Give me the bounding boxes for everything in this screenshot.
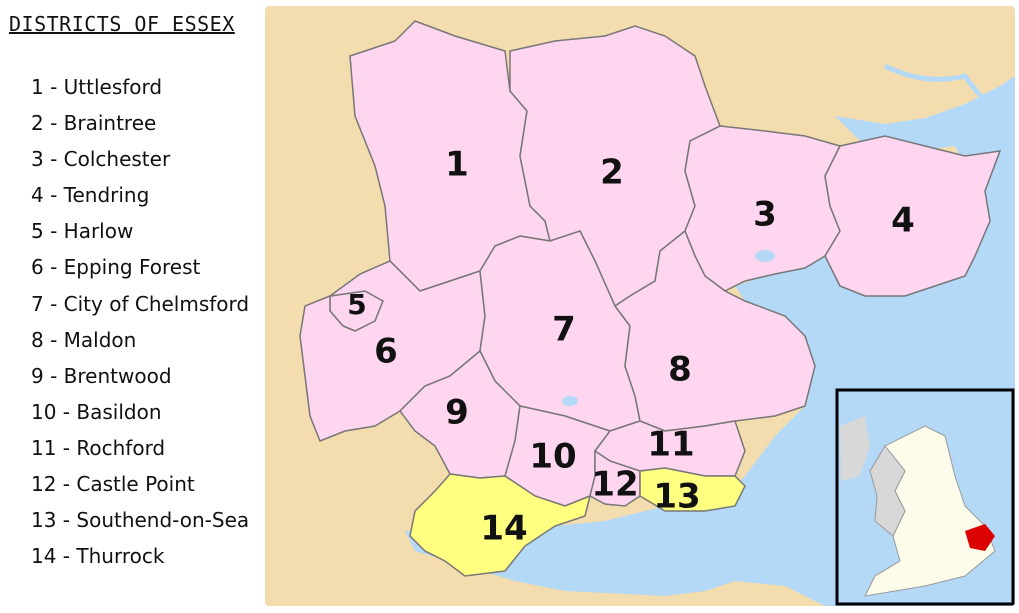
legend-item-basildon: 10 - Basildon [31,399,162,424]
reservoir-hanningfield [562,396,578,406]
reservoir-abberton [755,250,775,262]
map-label-12: 12 [591,465,638,505]
map-label-10: 10 [529,437,576,477]
legend-item-brentwood: 9 - Brentwood [31,363,172,388]
legend-item-maldon: 8 - Maldon [31,327,137,352]
map-label-1: 1 [445,145,469,185]
map-label-11: 11 [647,425,694,465]
essex-map: 1 2 3 4 5 6 7 8 9 10 11 12 13 14 [265,6,1015,606]
map-label-3: 3 [753,195,777,235]
map-label-2: 2 [600,153,624,193]
map-label-7: 7 [552,310,576,350]
map-label-13: 13 [653,477,700,517]
legend-item-castle-point: 12 - Castle Point [31,472,195,497]
district-thurrock [409,473,592,577]
district-southend [639,467,746,512]
inset-ireland [840,416,870,481]
map-label-4: 4 [891,201,915,241]
essex-map-svg: 1 2 3 4 5 6 7 8 9 10 11 12 13 14 [265,6,1015,606]
legend-item-chelmsford: 7 - City of Chelmsford [31,291,250,316]
legend-item-harlow: 5 - Harlow [31,219,134,244]
map-label-8: 8 [668,350,692,390]
legend-item-tendring: 4 - Tendring [31,183,150,208]
map-label-5: 5 [347,288,366,321]
legend-item-thurrock: 14 - Thurrock [31,544,165,569]
inset-map [835,388,1015,606]
inset-wales [869,445,906,537]
legend-item-southend: 13 - Southend-on-Sea [31,508,250,533]
legend-item-rochford: 11 - Rochford [31,435,166,460]
district-tendring [824,135,1002,297]
map-label-9: 9 [445,393,469,433]
district-maldon [613,229,816,432]
legend-item-colchester: 3 - Colchester [31,147,171,172]
map-label-6: 6 [374,332,398,372]
legend-item-braintree: 2 - Braintree [31,111,157,136]
legend-item-epping-forest: 6 - Epping Forest [31,255,201,280]
inset-essex-highlight [965,524,995,551]
district-legend: 1 - Uttlesford 2 - Braintree 3 - Colches… [31,73,249,578]
river-stour [883,63,1011,119]
page-title: DISTRICTS OF ESSEX [9,12,235,36]
legend-item-uttlesford: 1 - Uttlesford [31,75,163,99]
map-label-14: 14 [480,509,527,549]
